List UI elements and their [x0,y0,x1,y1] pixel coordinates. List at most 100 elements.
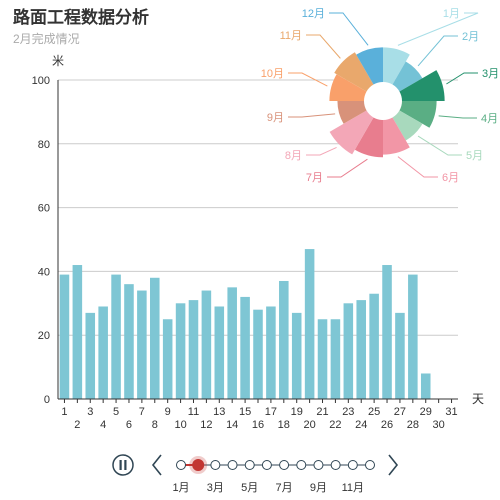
rose-label-line [397,12,479,46]
rose-label: 9月 [267,112,284,124]
x-tick-label: 24 [355,419,367,431]
x-tick-label: 15 [239,406,251,418]
rose-label: 4月 [481,113,498,125]
timeline-player: 1月 3月 5月 7月 9月 11月 [112,454,399,494]
timeline-dot[interactable] [330,460,341,470]
x-tick-label: 25 [368,406,380,418]
bar-day-5[interactable] [111,274,121,399]
bar-day-22[interactable] [330,319,341,399]
bar-day-14[interactable] [227,287,237,399]
x-tick-label: 22 [329,419,341,431]
bar-day-4[interactable] [98,306,108,399]
x-tick-label: 31 [445,406,457,418]
bar-day-26[interactable] [382,265,392,399]
bar-day-12[interactable] [201,290,212,399]
x-tick-label: 1 [61,406,67,418]
rose-slice-9[interactable] [337,101,367,124]
timeline-dot[interactable] [210,460,221,470]
timeline-dot[interactable] [244,460,255,470]
x-tick-label: 16 [252,419,264,431]
rose-slice-1[interactable] [383,47,410,85]
y-tick-label: 40 [38,266,50,278]
x-tick-label: 18 [278,419,290,431]
pause-button[interactable] [112,454,134,476]
bar-day-21[interactable] [317,319,328,399]
x-tick-label: 4 [100,419,106,431]
rose-slice-10[interactable] [329,74,367,101]
x-tick-label: 10 [174,419,186,431]
rose-slice-4[interactable] [399,101,437,128]
x-tick-label: 17 [265,406,277,418]
bar-day-2[interactable] [72,265,83,399]
timeline-dot[interactable] [296,460,307,470]
timeline-dot[interactable] [347,460,358,470]
y-tick-label: 0 [44,394,50,406]
rose-label: 2月 [462,31,479,43]
timeline-dot[interactable] [313,460,324,470]
rose-label: 3月 [482,68,499,80]
rose-slice-8[interactable] [329,110,374,155]
bar-day-15[interactable] [240,296,250,399]
chevron-left-icon[interactable] [151,454,162,476]
rose-label-line [438,115,477,119]
chevron-right-icon[interactable] [388,454,399,476]
timeline-label: 9月 [310,482,327,494]
x-tick-label: 13 [213,406,225,418]
timeline-dot[interactable] [176,460,186,470]
bar-day-13[interactable] [214,306,225,399]
rose-slice-6[interactable] [383,117,410,155]
rose-slice-11[interactable] [334,52,374,92]
timeline-label: 1月 [172,482,189,494]
bar-day-16[interactable] [253,309,263,399]
rose-label: 11月 [280,30,302,42]
y-axis-label: 米 [52,54,64,68]
bar-day-6[interactable] [124,284,134,399]
rose-slice-7[interactable] [354,117,383,158]
bar-day-10[interactable] [175,303,186,399]
bar-day-1[interactable] [59,274,70,399]
x-tick-label: 2 [74,419,80,431]
x-tick-label: 27 [394,406,406,418]
x-tick-label: 8 [152,419,158,431]
rose-slice-12[interactable] [356,47,383,85]
timeline-dot[interactable] [365,460,375,470]
rose-label-line [397,156,438,178]
bar-day-17[interactable] [266,306,276,399]
bar-day-27[interactable] [395,312,405,399]
bar-day-23[interactable] [343,303,354,399]
bar-day-24[interactable] [356,300,366,399]
rose-slice-2[interactable] [392,61,423,92]
rose-slice-3[interactable] [399,70,445,101]
rose-label: 8月 [285,150,302,162]
timeline-label: 7月 [276,482,293,494]
bar-day-20[interactable] [304,249,315,399]
x-tick-label: 28 [407,419,419,431]
bar-day-7[interactable] [137,290,147,399]
x-tick-label: 19 [291,406,303,418]
bar-day-25[interactable] [369,293,379,399]
bar-day-8[interactable] [150,277,160,399]
timeline-dot[interactable] [261,460,272,470]
bar-day-11[interactable] [188,300,199,399]
bar-day-28[interactable] [408,274,418,399]
rose-label-line [306,146,337,156]
bar-day-29[interactable] [420,373,431,399]
x-tick-label: 21 [316,406,328,418]
x-tick-label: 14 [226,419,238,431]
timeline-dot[interactable] [279,460,290,470]
bar-day-19[interactable] [291,312,302,399]
bar-day-3[interactable] [85,312,96,399]
timeline-current-dot[interactable] [192,459,205,471]
chart-subtitle: 2月完成情况 [13,32,80,46]
rose-slice-5[interactable] [392,110,423,141]
rose-label-line [417,35,458,67]
y-tick-label: 60 [38,203,50,215]
timeline-label: 3月 [207,482,224,494]
bar-day-18[interactable] [279,280,289,399]
timeline-label: 11月 [342,482,364,494]
rose-label: 6月 [442,172,459,184]
bar-day-9[interactable] [162,319,173,399]
rose-label: 7月 [306,172,323,184]
timeline-dot[interactable] [227,460,238,470]
rose-label-line [288,113,336,118]
